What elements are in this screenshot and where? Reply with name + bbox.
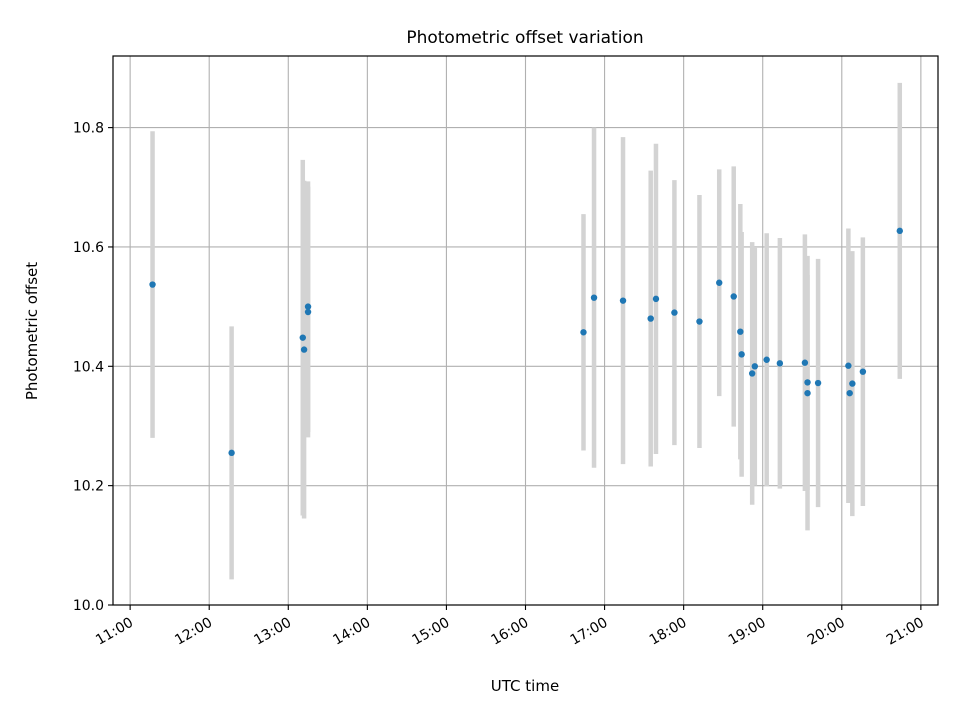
- data-point: [738, 351, 745, 358]
- data-point: [748, 370, 756, 377]
- data-point: [590, 294, 598, 301]
- data-point: [730, 293, 737, 300]
- grid: [113, 56, 938, 606]
- data-point: [804, 389, 811, 397]
- data-point: [804, 379, 811, 386]
- data-point: [304, 303, 312, 310]
- y-tick-label: 10.4: [73, 359, 104, 375]
- data-point: [580, 329, 587, 336]
- data-point: [299, 334, 306, 341]
- data-point: [845, 362, 852, 369]
- data-point: [776, 360, 784, 367]
- data-point: [846, 389, 853, 397]
- data-point: [300, 346, 308, 353]
- data-point: [751, 363, 759, 370]
- y-tick-label: 10.6: [73, 240, 104, 256]
- data-point: [652, 295, 660, 303]
- data-point: [304, 308, 312, 316]
- y-axis-ticks: 10.0 10.2 10.4 10.6 10.8: [73, 121, 113, 614]
- data-point: [763, 356, 770, 363]
- data-point: [671, 309, 678, 316]
- data-point: [801, 359, 809, 366]
- y-tick-label: 10.2: [73, 479, 104, 495]
- data-point: [619, 297, 627, 304]
- data-point: [228, 449, 235, 457]
- data-point: [859, 368, 867, 375]
- data-point: [647, 315, 654, 322]
- data-point: [737, 328, 744, 335]
- data-point: [149, 281, 156, 288]
- data-points: [149, 227, 903, 457]
- data-point: [696, 318, 703, 325]
- data-point: [716, 279, 723, 286]
- data-point: [849, 380, 856, 387]
- data-point: [814, 379, 822, 387]
- y-axis-title: Photometric offset: [23, 262, 41, 400]
- data-point: [896, 227, 903, 235]
- y-tick-label: 10.0: [73, 598, 104, 614]
- y-tick-label: 10.8: [73, 121, 104, 137]
- chart-title: Photometric offset variation: [406, 28, 643, 48]
- x-axis-title: UTC time: [491, 677, 559, 695]
